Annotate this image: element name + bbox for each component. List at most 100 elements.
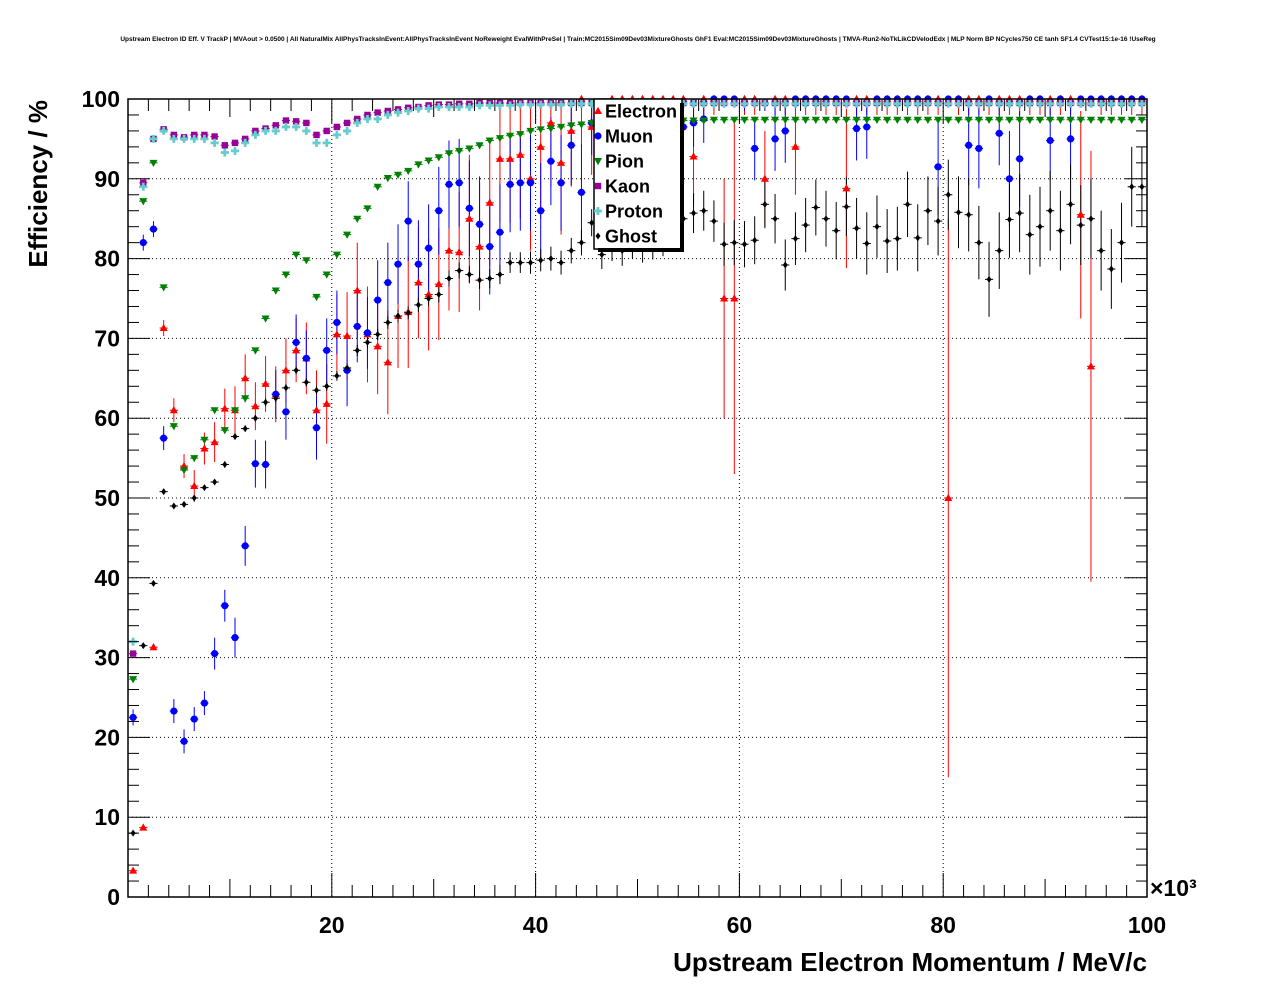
data-point-proton — [404, 106, 413, 115]
data-point-electron — [190, 481, 199, 490]
data-point-muon — [486, 243, 494, 251]
data-point-kaon — [221, 142, 229, 149]
data-point-proton — [302, 126, 311, 135]
data-point-pion — [1137, 116, 1146, 124]
data-point-electron — [169, 406, 178, 414]
data-point-electron — [343, 331, 352, 340]
data-point-proton — [139, 182, 148, 191]
data-point-muon — [496, 228, 504, 236]
data-point-muon — [333, 318, 341, 327]
data-point-proton — [444, 102, 453, 111]
data-point-ghost — [232, 433, 238, 441]
data-point-proton — [587, 99, 596, 108]
data-point-ghost — [385, 318, 391, 326]
data-point-ghost — [528, 259, 534, 267]
data-point-ghost — [558, 259, 564, 267]
data-point-ghost — [894, 235, 900, 243]
data-point-electron — [292, 346, 301, 354]
data-point-electron — [210, 437, 219, 446]
data-point-electron — [322, 399, 331, 407]
data-point-ghost — [517, 259, 523, 267]
data-point-proton — [180, 134, 189, 143]
data-point-proton — [1056, 99, 1065, 108]
data-point-ghost — [1088, 215, 1094, 223]
data-point-ghost — [303, 378, 309, 386]
data-point-ghost — [711, 217, 717, 225]
data-point-pion — [169, 423, 178, 431]
data-point-proton — [852, 99, 861, 108]
data-point-pion — [495, 135, 504, 143]
data-point-muon — [374, 296, 382, 304]
x-tick-label: 80 — [930, 912, 956, 938]
data-point-muon — [975, 144, 983, 153]
data-point-ghost — [507, 259, 513, 267]
data-point-muon — [506, 180, 514, 188]
data-point-proton — [149, 134, 158, 143]
data-point-muon — [1046, 136, 1054, 145]
data-point-electron — [200, 444, 209, 452]
data-point-proton — [394, 108, 403, 117]
data-point-muon — [190, 715, 198, 723]
data-point-muon — [160, 434, 168, 442]
data-point-pion — [822, 116, 831, 124]
data-point-ghost — [252, 414, 258, 422]
data-point-proton — [169, 134, 178, 143]
data-point-electron — [220, 404, 229, 412]
data-point-pion — [791, 116, 800, 124]
data-point-ghost — [140, 642, 146, 650]
data-point-electron — [485, 198, 494, 206]
data-point-muon — [231, 634, 239, 642]
data-point-ghost — [813, 204, 819, 212]
data-point-ghost — [212, 478, 218, 486]
data-point-ghost — [324, 382, 330, 390]
legend-marker-pion — [594, 158, 602, 166]
data-point-pion — [985, 116, 994, 124]
data-point-muon — [221, 602, 229, 610]
data-point-kaon — [282, 117, 290, 124]
data-point-ghost — [354, 346, 360, 354]
data-point-muon — [455, 179, 463, 187]
data-point-electron — [567, 126, 576, 134]
data-point-ghost — [181, 500, 187, 508]
data-point-ghost — [843, 203, 849, 211]
data-point-ghost — [935, 217, 941, 225]
data-point-pion — [465, 145, 474, 153]
x-tick-label: 40 — [523, 912, 549, 938]
data-point-proton — [1117, 99, 1126, 108]
data-point-ghost — [792, 235, 798, 243]
data-point-muon — [323, 346, 331, 354]
data-point-muon — [1016, 155, 1024, 163]
data-point-pion — [516, 131, 525, 139]
data-point-ghost — [334, 372, 340, 380]
data-point-electron — [546, 118, 555, 126]
legend-entry-pion: Pion — [594, 152, 644, 172]
data-point-muon — [863, 123, 871, 131]
data-point-proton — [526, 100, 535, 109]
data-point-ghost — [375, 330, 381, 338]
x-tick-label: 20 — [319, 912, 345, 938]
data-point-ghost — [741, 240, 747, 248]
data-point-ghost — [1027, 231, 1033, 239]
data-point-pion — [139, 198, 148, 206]
data-point-ghost — [1037, 223, 1043, 231]
data-point-pion — [455, 147, 464, 156]
data-point-electron — [241, 374, 250, 382]
data-point-electron — [1086, 362, 1095, 370]
data-point-pion — [740, 116, 749, 124]
data-point-kaon — [231, 139, 239, 147]
data-point-muon — [180, 737, 188, 745]
data-point-proton — [893, 99, 902, 108]
axis-ticks — [128, 98, 1148, 898]
data-point-proton — [210, 138, 219, 147]
data-point-electron — [730, 294, 739, 302]
data-point-electron — [791, 142, 800, 150]
data-point-muon — [475, 220, 484, 228]
y-tick-label: 30 — [94, 645, 120, 671]
data-point-proton — [271, 126, 280, 135]
data-point-electron — [455, 248, 464, 256]
data-point-electron — [424, 290, 433, 298]
data-point-muon — [211, 650, 219, 658]
legend-label-muon: Muon — [605, 127, 653, 147]
data-point-pion — [281, 271, 290, 279]
x-tick-label: 60 — [727, 912, 753, 938]
